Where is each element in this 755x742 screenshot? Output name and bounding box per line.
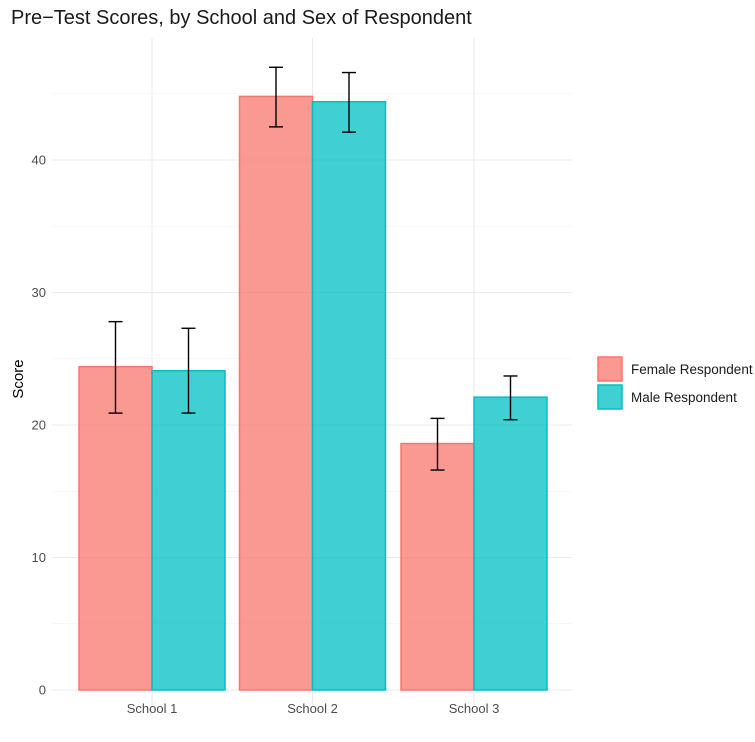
bar-female-respondent-3[interactable] [400,442,475,691]
y-axis-ticks: 0 10 20 30 40 [32,153,46,698]
bar-female-respondent-1[interactable] [78,365,153,691]
y-tick-label: 20 [32,418,46,433]
legend-item[interactable]: Female Respondent [597,356,753,382]
error-bar [503,375,518,421]
x-tick-label: School 3 [449,701,500,716]
y-axis-title: Score [10,359,27,398]
error-bar [430,417,445,471]
legend-key [597,356,623,382]
legend-item[interactable]: Male Respondent [597,384,737,410]
y-tick-label: 40 [32,153,46,168]
error-bars [108,66,518,471]
error-bar [108,320,123,414]
legend-key [597,384,623,410]
x-tick-label: School 1 [127,701,178,716]
x-tick-label: School 2 [287,701,338,716]
bar-female-respondent-2[interactable] [238,95,314,691]
bars [78,95,548,691]
error-bar [342,71,356,133]
legend: Female Respondent Male Respondent [597,356,753,410]
chart-title: Pre−Test Scores, by School and Sex of Re… [11,7,472,29]
error-bar [269,66,283,128]
legend-label: Male Respondent [631,390,737,405]
bar-male-respondent-1[interactable] [151,369,226,691]
bar-male-respondent-2[interactable] [311,100,387,691]
y-tick-label: 10 [32,550,46,565]
error-bar [181,327,196,414]
y-tick-label: 30 [32,285,46,300]
x-axis-ticks: School 1 School 2 School 3 [127,701,500,716]
legend-label: Female Respondent [631,362,753,377]
y-tick-label: 0 [39,683,46,698]
bar-male-respondent-3[interactable] [473,396,548,691]
